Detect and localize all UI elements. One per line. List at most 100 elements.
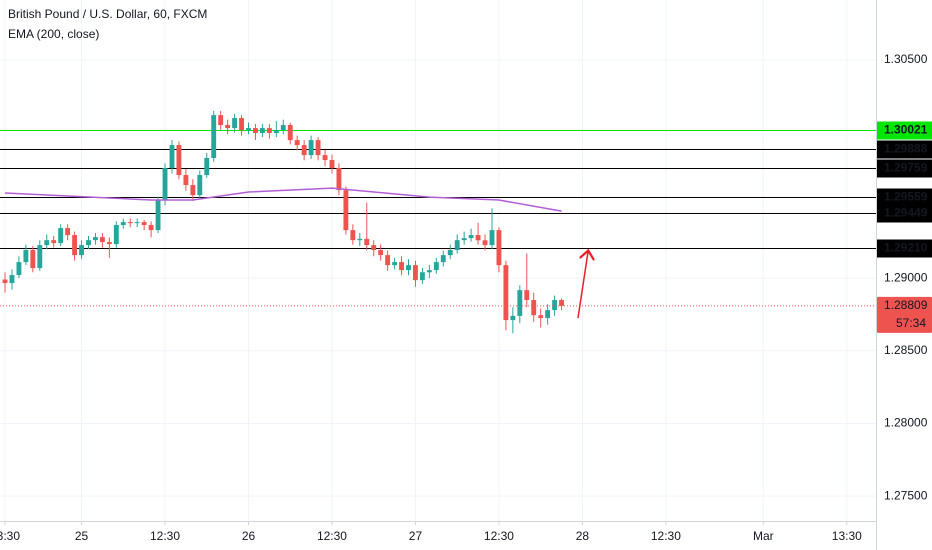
candle-body bbox=[225, 125, 231, 129]
candle-body bbox=[538, 315, 544, 319]
candle-body bbox=[197, 175, 203, 196]
level-label-box bbox=[877, 121, 932, 140]
candle-body bbox=[322, 155, 328, 161]
x-tick-label: Mar bbox=[753, 529, 774, 543]
candle-body bbox=[315, 140, 321, 156]
candle-body bbox=[531, 300, 537, 316]
level-label-box bbox=[877, 159, 932, 178]
candle-body bbox=[266, 128, 272, 134]
x-tick-label: 12:30 bbox=[651, 529, 681, 543]
axes: 1.27500 1.28000 1.28500 1.29000 1.30500 13:30… bbox=[0, 52, 932, 543]
candle-body bbox=[162, 168, 168, 201]
candle-body bbox=[232, 118, 238, 129]
candle-body bbox=[37, 245, 43, 269]
candle-body bbox=[99, 237, 105, 243]
level-label: 1.29559 bbox=[884, 190, 928, 204]
last-price-box bbox=[877, 296, 932, 333]
candle-body bbox=[259, 128, 265, 134]
candle-body bbox=[134, 222, 140, 224]
candle-body bbox=[454, 240, 460, 251]
candle-body bbox=[433, 262, 439, 271]
plot-area bbox=[0, 110, 876, 334]
last-price-label: 1.28809 bbox=[884, 298, 928, 312]
candle-body bbox=[329, 160, 335, 169]
level-label-box bbox=[877, 239, 932, 258]
x-tick-label: 12:30 bbox=[150, 529, 180, 543]
candle-body bbox=[280, 125, 286, 131]
candle-body bbox=[16, 262, 22, 276]
candle-body bbox=[419, 272, 425, 281]
level-label-box bbox=[877, 204, 932, 223]
candle-body bbox=[211, 115, 217, 159]
annotation-arrow bbox=[577, 252, 588, 319]
candle-body bbox=[2, 279, 8, 284]
candle-body bbox=[440, 255, 446, 263]
x-tick-label: 27 bbox=[409, 529, 423, 543]
candle-body bbox=[239, 118, 244, 131]
candle-body bbox=[113, 225, 119, 245]
candle-body bbox=[343, 190, 349, 231]
chart-title: British Pound / U.S. Dollar, 60, FXCM bbox=[8, 7, 207, 21]
candle-body bbox=[23, 250, 29, 263]
candle-body bbox=[308, 140, 314, 156]
candle-body bbox=[169, 145, 175, 169]
candle-body bbox=[65, 228, 71, 236]
candle-body bbox=[79, 245, 84, 256]
candle-body bbox=[461, 238, 467, 241]
candle-body bbox=[413, 265, 418, 281]
y-tick-label: 1.28000 bbox=[884, 416, 928, 430]
candle-body bbox=[378, 250, 384, 256]
candle-body bbox=[399, 262, 404, 271]
candle-body bbox=[350, 230, 356, 241]
candle-body bbox=[385, 255, 391, 266]
candle-body bbox=[183, 175, 189, 186]
candle-body bbox=[447, 250, 453, 256]
y-tick-label: 1.27500 bbox=[884, 488, 928, 502]
candle-body bbox=[246, 128, 251, 131]
candle-body bbox=[141, 222, 147, 226]
candle-body bbox=[482, 240, 488, 246]
candle-body bbox=[44, 240, 50, 246]
candle-body bbox=[364, 238, 370, 246]
candle-body bbox=[503, 265, 509, 321]
candle-body bbox=[190, 185, 196, 196]
candle-body bbox=[371, 245, 377, 251]
candle-body bbox=[58, 228, 64, 244]
candle-body bbox=[294, 140, 300, 146]
level-label-box bbox=[877, 140, 932, 159]
countdown-label: 57:34 bbox=[896, 316, 926, 330]
candle-body bbox=[93, 237, 98, 241]
candle-body bbox=[559, 300, 564, 306]
level-label-box bbox=[877, 188, 932, 207]
candle-body bbox=[426, 270, 432, 273]
level-label: 1.30021 bbox=[884, 123, 928, 137]
level-label: 1.29210 bbox=[884, 241, 928, 255]
candle-body bbox=[510, 315, 516, 321]
y-tick-label: 1.29000 bbox=[884, 270, 928, 284]
y-tick-label: 1.28500 bbox=[884, 343, 928, 357]
candle-body bbox=[9, 275, 15, 284]
candle-body bbox=[273, 130, 279, 134]
candle-body bbox=[148, 225, 154, 231]
x-tick-label: 28 bbox=[576, 529, 590, 543]
candle-body bbox=[127, 222, 133, 224]
x-tick-label: 13:30 bbox=[832, 529, 862, 543]
candle-body bbox=[468, 235, 474, 239]
ema-line bbox=[4, 187, 562, 212]
candle-body bbox=[489, 230, 495, 246]
level-label: 1.29888 bbox=[884, 142, 928, 156]
candle-body bbox=[552, 300, 558, 311]
candle-body bbox=[524, 290, 530, 301]
y-tick-label: 1.30500 bbox=[884, 52, 928, 66]
candle-body bbox=[106, 242, 112, 245]
candle-body bbox=[86, 240, 91, 246]
candle-body bbox=[357, 238, 363, 241]
x-tick-label: 12:30 bbox=[484, 529, 514, 543]
x-tick-label: 25 bbox=[75, 529, 89, 543]
candle-body bbox=[517, 290, 523, 316]
candle-body bbox=[253, 128, 258, 134]
indicator-label: EMA (200, close) bbox=[8, 27, 99, 41]
